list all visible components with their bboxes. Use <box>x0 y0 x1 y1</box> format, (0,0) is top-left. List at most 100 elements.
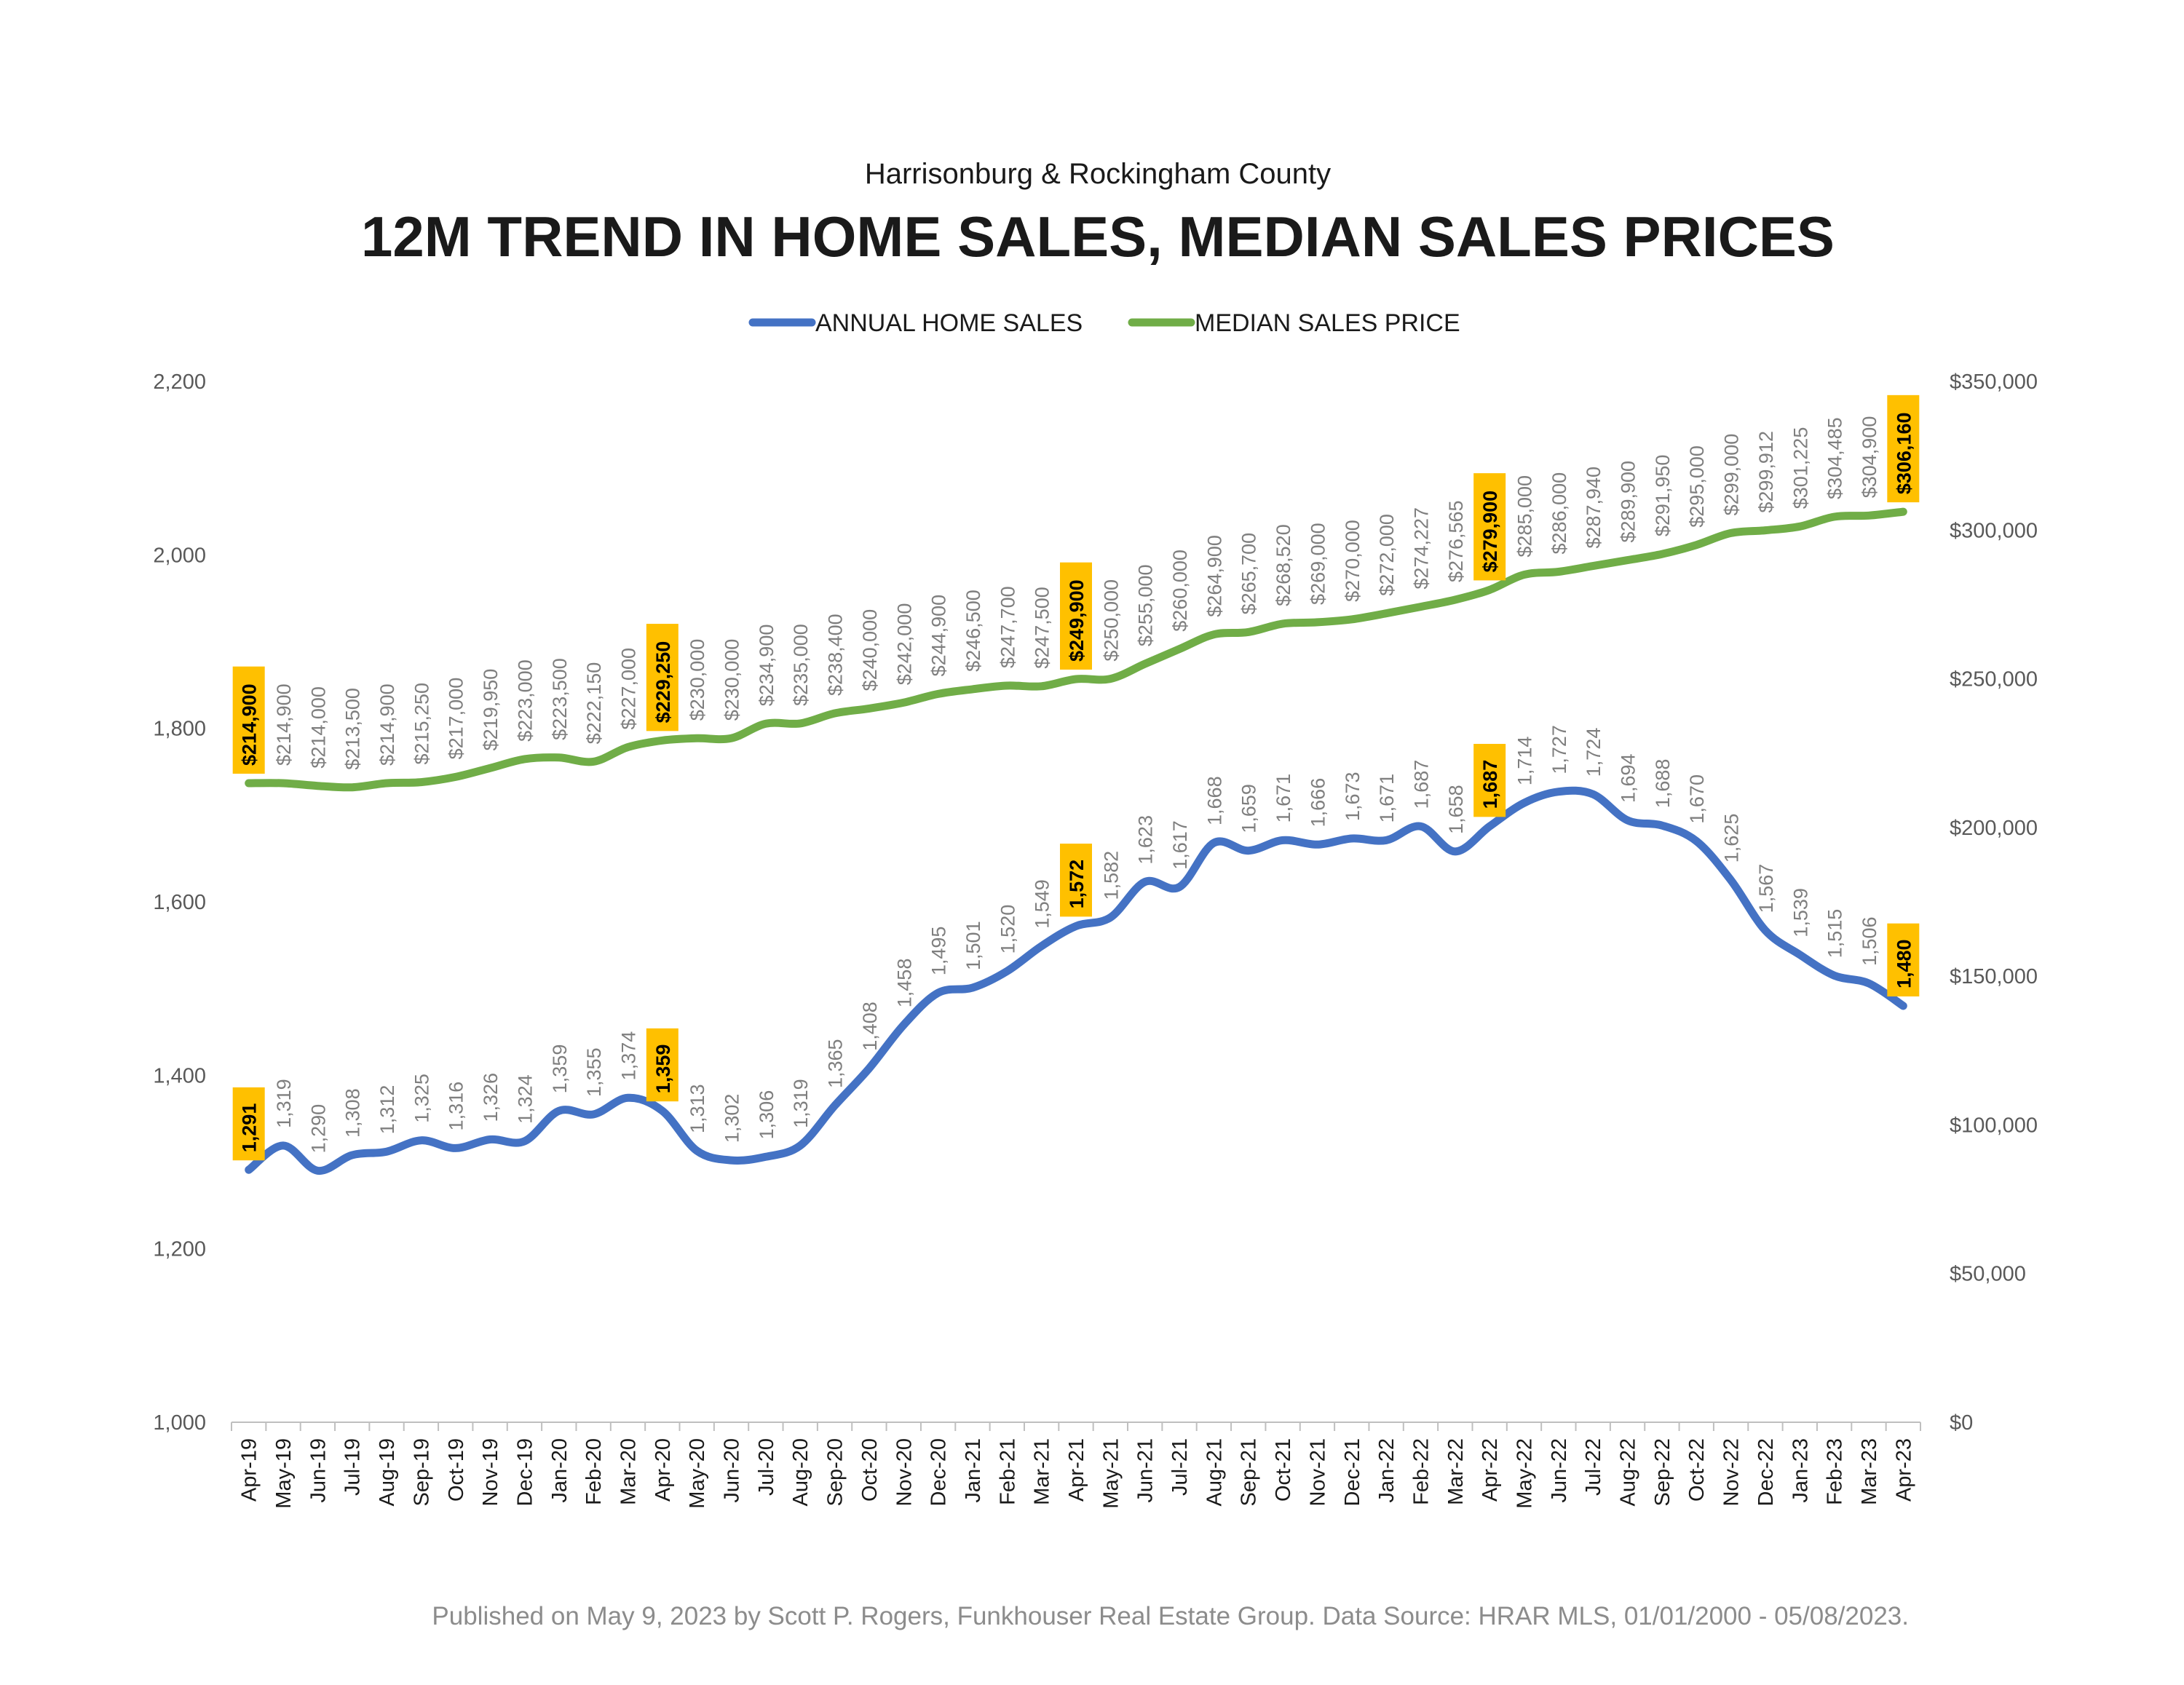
data-label-median-sales-price-dec-22: $299,912 <box>1755 431 1777 513</box>
data-label-median-sales-price-jan-20: $223,500 <box>549 658 571 740</box>
data-label-annual-home-sales-apr-20: 1,359 <box>646 1028 678 1102</box>
data-label-annual-home-sales-aug-21: 1,668 <box>1203 776 1225 825</box>
data-label-annual-home-sales-mar-21: 1,549 <box>1032 879 1053 929</box>
data-label-text: $265,700 <box>1238 533 1260 615</box>
legend-label-annual-home-sales: ANNUAL HOME SALES <box>815 309 1083 337</box>
data-label-annual-home-sales-feb-22: 1,687 <box>1410 760 1432 809</box>
data-label-text: $223,500 <box>549 658 571 740</box>
data-label-text: 1,668 <box>1203 776 1225 825</box>
x-tick-label-jan-20: Jan-20 <box>548 1438 571 1503</box>
data-label-text: 1,308 <box>342 1088 364 1138</box>
data-label-annual-home-sales-apr-23: 1,480 <box>1887 923 1920 996</box>
data-label-annual-home-sales-may-22: 1,714 <box>1514 737 1536 786</box>
data-label-text: 1,617 <box>1169 820 1191 870</box>
legend-label-median-sales-price: MEDIAN SALES PRICE <box>1195 309 1460 337</box>
x-tick-label-aug-20: Aug-20 <box>789 1438 812 1507</box>
data-label-median-sales-price-jun-19: $214,000 <box>307 686 329 769</box>
data-label-text: 1,355 <box>583 1047 605 1097</box>
data-label-text: $299,912 <box>1755 431 1777 513</box>
x-tick-label-mar-23: Mar-23 <box>1858 1438 1881 1505</box>
data-labels: 1,291 1,319 1,290 1,308 1,312 1,325 1,316 1,326… <box>232 395 1920 1161</box>
legend-item-median-sales-price[interactable]: MEDIAN SALES PRICE <box>1128 309 1460 337</box>
data-label-text: 1,688 <box>1652 759 1674 809</box>
data-label-annual-home-sales-mar-23: 1,506 <box>1859 916 1880 966</box>
data-label-text: 1,316 <box>446 1082 467 1131</box>
data-label-text: $223,000 <box>514 659 536 742</box>
right-axis-tick-label-350000: $350,000 <box>1950 370 2038 394</box>
right-axis-tick-label-250000: $250,000 <box>1950 668 2038 691</box>
data-label-annual-home-sales-jan-23: 1,539 <box>1789 888 1811 937</box>
data-label-highlight-box <box>232 1087 265 1161</box>
data-label-text: $249,900 <box>1066 579 1088 662</box>
data-label-median-sales-price-oct-19: $217,000 <box>446 678 467 760</box>
data-label-annual-home-sales-jan-20: 1,359 <box>549 1044 571 1094</box>
data-label-annual-home-sales-oct-19: 1,316 <box>446 1082 467 1131</box>
x-tick-label-dec-22: Dec-22 <box>1754 1438 1778 1507</box>
x-tick-label-oct-22: Oct-22 <box>1685 1438 1709 1502</box>
data-label-text: $247,700 <box>997 586 1018 668</box>
data-label-text: 1,666 <box>1307 778 1329 828</box>
data-label-text: 1,359 <box>549 1044 571 1094</box>
data-label-text: 1,365 <box>825 1039 847 1088</box>
x-tick-label-apr-21: Apr-21 <box>1065 1438 1088 1502</box>
data-label-text: $217,000 <box>446 678 467 760</box>
x-tick-label-jul-21: Jul-21 <box>1168 1438 1192 1496</box>
data-label-text: $215,250 <box>411 683 432 765</box>
data-label-text: $285,000 <box>1514 475 1536 558</box>
x-tick-label-may-20: May-20 <box>686 1438 709 1509</box>
data-label-highlight-box <box>1473 744 1506 817</box>
x-tick-label-aug-19: Aug-19 <box>376 1438 399 1507</box>
data-label-text: $272,000 <box>1376 514 1398 596</box>
data-label-text: $242,000 <box>893 603 915 686</box>
data-label-text: 1,408 <box>859 1002 881 1051</box>
data-label-median-sales-price-may-20: $230,000 <box>687 639 708 721</box>
data-label-annual-home-sales-feb-21: 1,520 <box>997 905 1018 954</box>
data-label-text: 1,458 <box>893 959 915 1008</box>
data-label-annual-home-sales-jun-19: 1,290 <box>307 1104 329 1154</box>
data-label-text: 1,724 <box>1583 728 1605 777</box>
data-label-text: $214,000 <box>307 686 329 769</box>
data-label-annual-home-sales-sep-22: 1,688 <box>1652 759 1674 809</box>
data-label-annual-home-sales-jun-22: 1,727 <box>1548 725 1570 774</box>
data-label-text: $240,000 <box>859 609 881 691</box>
data-label-median-sales-price-nov-21: $269,000 <box>1307 523 1329 605</box>
data-label-median-sales-price-nov-22: $299,000 <box>1721 434 1743 516</box>
x-tick-label-sep-20: Sep-20 <box>824 1438 847 1507</box>
data-label-highlight-box <box>1887 923 1920 996</box>
data-label-text: 1,520 <box>997 905 1018 954</box>
data-label-annual-home-sales-jun-21: 1,623 <box>1135 815 1157 865</box>
data-label-text: $250,000 <box>1100 579 1122 662</box>
data-label-text: $213,500 <box>342 688 364 770</box>
data-label-annual-home-sales-may-20: 1,313 <box>687 1084 708 1133</box>
data-label-text: $304,900 <box>1859 416 1880 499</box>
data-label-text: 1,694 <box>1618 753 1639 803</box>
data-label-median-sales-price-nov-20: $242,000 <box>893 603 915 686</box>
data-label-text: $264,900 <box>1203 535 1225 617</box>
data-label-median-sales-price-may-22: $285,000 <box>1514 475 1536 558</box>
data-label-median-sales-price-apr-20: $229,250 <box>646 624 678 732</box>
legend-item-annual-home-sales[interactable]: ANNUAL HOME SALES <box>748 309 1083 337</box>
data-label-median-sales-price-dec-19: $223,000 <box>514 659 536 742</box>
data-label-median-sales-price-apr-19: $214,900 <box>232 666 265 774</box>
data-label-median-sales-price-nov-19: $219,950 <box>480 669 502 751</box>
data-label-annual-home-sales-nov-20: 1,458 <box>893 959 915 1008</box>
data-label-text: 1,374 <box>617 1031 639 1081</box>
x-tick-label-may-19: May-19 <box>272 1438 296 1509</box>
data-label-annual-home-sales-jun-20: 1,302 <box>721 1094 743 1143</box>
data-label-text: 1,495 <box>928 927 950 976</box>
x-tick-label-jan-22: Jan-22 <box>1375 1438 1398 1503</box>
x-tick-label-apr-23: Apr-23 <box>1892 1438 1915 1502</box>
data-label-text: $247,500 <box>1032 587 1053 669</box>
chart-subtitle: Harrisonburg & Rockingham County <box>865 158 1331 190</box>
left-axis-tick-label-1200: 1,200 <box>153 1238 206 1261</box>
data-label-text: 1,319 <box>273 1079 295 1128</box>
data-label-annual-home-sales-may-21: 1,582 <box>1100 851 1122 900</box>
data-label-median-sales-price-jun-21: $255,000 <box>1135 565 1157 647</box>
data-label-text: 1,539 <box>1789 888 1811 937</box>
data-label-text: 1,324 <box>514 1074 536 1124</box>
data-label-text: $301,225 <box>1789 427 1811 510</box>
data-label-text: $244,900 <box>928 595 950 677</box>
legend: ANNUAL HOME SALES MEDIAN SALES PRICE <box>748 309 1460 337</box>
x-tick-label-dec-21: Dec-21 <box>1341 1438 1364 1507</box>
data-label-highlight-box <box>1473 473 1506 581</box>
